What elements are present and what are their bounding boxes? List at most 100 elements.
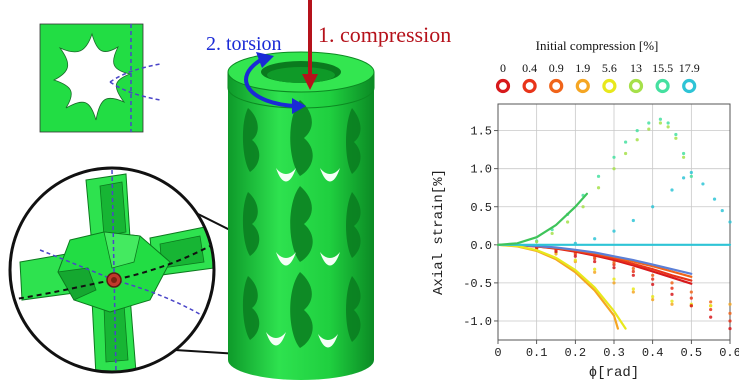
legend-marker — [575, 78, 590, 94]
legend-marker — [522, 78, 537, 94]
data-point — [674, 132, 678, 137]
data-point — [682, 151, 686, 156]
data-point — [674, 136, 678, 140]
data-point — [709, 304, 713, 308]
legend-label: 0.9 — [549, 61, 564, 75]
data-point — [670, 286, 674, 290]
legend-marker — [655, 78, 670, 94]
data-series-dots — [573, 170, 732, 245]
data-point — [670, 302, 674, 306]
data-point — [670, 281, 674, 285]
data-point — [728, 326, 732, 331]
data-point — [670, 299, 674, 303]
data-point — [573, 254, 577, 258]
compression-arrow — [302, 0, 318, 90]
data-point — [682, 176, 686, 180]
data-point — [593, 270, 597, 274]
data-point — [596, 174, 601, 178]
x-tick-label: 0 — [494, 346, 501, 360]
y-tick-label: 0.0 — [470, 239, 492, 253]
data-point — [612, 266, 616, 270]
x-tick-label: 0.2 — [565, 346, 587, 360]
legend-marker — [602, 78, 617, 94]
data-point — [624, 151, 628, 156]
legend-label: 1.9 — [575, 61, 590, 75]
data-point — [631, 218, 635, 223]
y-tick-label: -0.5 — [463, 277, 492, 291]
legend-marker — [549, 78, 564, 94]
data-point — [728, 311, 732, 315]
data-point — [670, 188, 674, 192]
data-point — [581, 205, 585, 209]
data-point — [651, 277, 655, 281]
data-point — [593, 259, 597, 264]
data-point — [612, 155, 616, 159]
chart: 0 0.1 0.2 0.3 0.4 0.5 0.6 -1.0 -0.5 0.0 0.5 1.0 1.5 — [463, 103, 739, 360]
joint-body — [57, 267, 97, 301]
data-series-dots — [535, 121, 686, 244]
unit-cell-void — [52, 32, 132, 121]
legend-label: 17.9 — [679, 61, 700, 75]
data-point — [635, 129, 639, 133]
data-point — [709, 307, 713, 312]
data-point — [728, 302, 732, 306]
data-point — [658, 121, 663, 125]
data-point — [612, 277, 616, 281]
y-tick-label: 0.5 — [470, 201, 492, 215]
data-point — [612, 260, 616, 264]
legend-label: 13 — [630, 61, 642, 75]
x-axis-label: ϕ[rad] — [589, 365, 639, 381]
data-point — [666, 121, 670, 125]
data-point — [689, 170, 693, 175]
data-point — [624, 140, 628, 144]
data-point — [728, 220, 732, 224]
data-point — [651, 295, 655, 299]
legend-marker — [628, 78, 644, 94]
x-tick-label: 0.5 — [681, 346, 703, 360]
data-point — [651, 273, 655, 277]
legend-label: 15.5 — [652, 61, 673, 75]
legend-label: 0 — [500, 61, 506, 75]
data-point — [712, 197, 717, 201]
data-point — [651, 298, 655, 302]
data-series-line — [496, 243, 627, 330]
x-tick-label: 0.1 — [526, 346, 548, 360]
x-tick-label: 0.6 — [719, 346, 739, 360]
data-point — [701, 182, 705, 186]
data-point — [550, 231, 554, 236]
legend: Initial compression [%] 0 0.4 0.9 1.9 5.6 13 1… — [495, 38, 700, 94]
y-tick-label: -1.0 — [463, 315, 492, 329]
data-point — [635, 138, 639, 142]
legend-marker — [682, 78, 697, 94]
data-point — [651, 282, 655, 287]
y-axis-label: Axial strain[%] — [431, 169, 447, 295]
data-point — [554, 250, 558, 254]
data-point — [612, 229, 616, 233]
data-point — [689, 290, 693, 294]
legend-label: 0.4 — [522, 61, 537, 75]
metamaterial-cylinder — [227, 51, 375, 380]
data-point — [593, 267, 597, 271]
data-point — [573, 258, 577, 262]
joint-axis-line — [111, 169, 117, 372]
data-point — [612, 263, 616, 267]
data-point — [682, 155, 686, 159]
cylinder-hole-pattern — [242, 100, 361, 348]
data-point — [670, 292, 674, 296]
data-series-line — [496, 192, 589, 246]
data-point — [689, 304, 693, 308]
y-tick-label: 1.0 — [470, 163, 492, 177]
data-point — [651, 205, 655, 209]
zoom-circle-outline — [8, 166, 216, 374]
joint-plate — [99, 181, 127, 237]
x-tick-label: 0.4 — [642, 346, 664, 360]
data-point — [709, 300, 713, 304]
data-point — [720, 208, 724, 213]
data-point — [631, 287, 635, 291]
data-point — [689, 174, 693, 178]
legend-title: Initial compression [%] — [536, 38, 659, 53]
data-point — [566, 220, 570, 224]
torsion-arrow — [244, 52, 306, 114]
data-point — [631, 266, 635, 271]
data-point — [596, 186, 601, 190]
